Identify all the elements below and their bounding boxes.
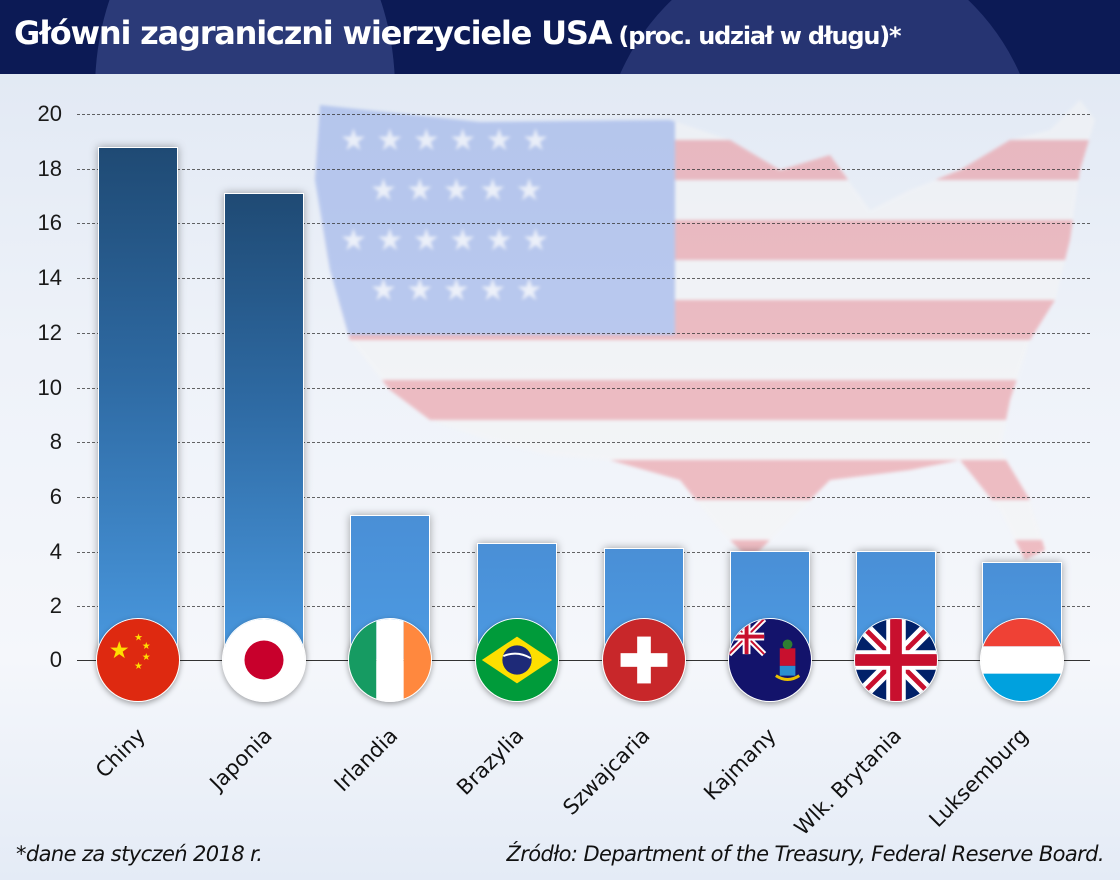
- footnote-date: *dane za styczeń 2018 r.: [16, 842, 263, 866]
- gridline: [77, 497, 1090, 498]
- chart-title: Główni zagraniczni wierzyciele USA (proc…: [14, 14, 902, 52]
- x-label-luksemburg: Luksemburg: [924, 723, 1033, 832]
- decorative-arc: [600, 0, 1040, 74]
- y-tick-0: 0: [49, 647, 62, 672]
- gridline: [77, 606, 1090, 607]
- y-tick-2: 2: [49, 593, 62, 618]
- y-tick-16: 16: [37, 210, 62, 235]
- title-bar: Główni zagraniczni wierzyciele USA (proc…: [0, 0, 1120, 74]
- cayman-islands-flag-icon: [728, 618, 812, 702]
- svg-text:★ ★ ★ ★ ★ ★: ★ ★ ★ ★ ★ ★: [340, 223, 549, 258]
- china-flag-icon: ★ ★ ★ ★ ★: [96, 618, 180, 702]
- x-label-brazylia: Brazylia: [452, 723, 529, 800]
- x-label-japonia: Japonia: [204, 723, 277, 796]
- gridline: [77, 552, 1090, 553]
- uk-flag-icon: [854, 618, 938, 702]
- decorative-arc: [95, 0, 395, 74]
- svg-text:★: ★: [142, 652, 151, 663]
- gridline: [77, 278, 1090, 279]
- usa-flag-map-background: ★ ★ ★ ★ ★ ★ ★ ★ ★ ★ ★ ★ ★ ★ ★ ★ ★ ★ ★ ★ …: [315, 100, 1095, 560]
- gridline: [77, 442, 1090, 443]
- chart-title-main: Główni zagraniczni wierzyciele USA: [14, 14, 612, 52]
- svg-text:★: ★: [109, 636, 130, 664]
- x-label-szwajcaria: Szwajcaria: [558, 723, 655, 820]
- gridline: [77, 388, 1090, 389]
- y-tick-20: 20: [37, 101, 62, 126]
- x-axis-baseline: [77, 660, 1090, 661]
- source-note: Źródło: Department of the Treasury, Fede…: [506, 842, 1104, 866]
- japan-flag-icon: [222, 618, 306, 702]
- bar-japonia: [224, 193, 304, 660]
- y-tick-4: 4: [49, 539, 62, 564]
- y-tick-6: 6: [49, 484, 62, 509]
- x-label-wlk-brytania: Wlk. Brytania: [790, 723, 907, 840]
- switzerland-flag-icon: [602, 618, 686, 702]
- gridline: [77, 114, 1090, 115]
- svg-text:★: ★: [142, 641, 151, 652]
- ireland-flag-icon: [348, 618, 432, 702]
- gridline: [77, 169, 1090, 170]
- svg-text:★: ★: [134, 632, 143, 643]
- x-label-chiny: Chiny: [91, 723, 151, 783]
- svg-text:★: ★: [134, 661, 143, 672]
- svg-text:★ ★ ★ ★ ★: ★ ★ ★ ★ ★: [370, 173, 543, 208]
- y-tick-10: 10: [37, 375, 62, 400]
- y-tick-18: 18: [37, 156, 62, 181]
- y-tick-12: 12: [37, 320, 62, 345]
- y-tick-8: 8: [49, 429, 62, 454]
- brazil-flag-icon: [475, 618, 559, 702]
- gridline: [77, 333, 1090, 334]
- svg-text:★ ★ ★ ★ ★ ★: ★ ★ ★ ★ ★ ★: [340, 123, 549, 158]
- bar-chiny: [98, 147, 178, 660]
- x-label-kajmany: Kajmany: [699, 723, 781, 805]
- gridline: [77, 223, 1090, 224]
- y-tick-14: 14: [37, 265, 62, 290]
- chart-title-subtitle: (proc. udział w długu)*: [611, 22, 901, 50]
- luxembourg-flag-icon: [980, 618, 1064, 702]
- x-label-irlandia: Irlandia: [329, 723, 403, 797]
